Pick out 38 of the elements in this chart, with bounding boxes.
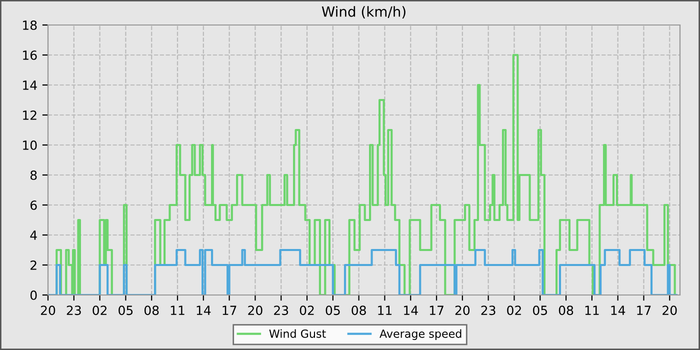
x-tick-label: 17 <box>222 306 236 315</box>
x-tick-label: 11 <box>378 306 392 315</box>
legend-label: Average speed <box>380 329 462 340</box>
y-tick-label: 12 <box>23 110 36 120</box>
x-tick-label: 05 <box>118 306 133 316</box>
x-tick-label: 05 <box>326 306 340 316</box>
x-tick-label: 14 <box>196 306 211 315</box>
x-tick-label: 11 <box>170 306 184 315</box>
x-tick-label: 08 <box>144 306 159 316</box>
x-tick-label: 11 <box>585 306 599 315</box>
x-tick-label: 14 <box>611 306 626 315</box>
y-tick-label: 4 <box>30 230 37 240</box>
y-tick-label: 16 <box>23 50 37 60</box>
x-tick-label: 17 <box>430 306 444 315</box>
y-tick-label: 6 <box>30 200 37 210</box>
x-tick-label: 20 <box>662 306 677 316</box>
x-tick-label: 20 <box>40 306 56 316</box>
y-tick-label: 2 <box>30 260 36 270</box>
chart-title: Wind (km/h) <box>322 6 406 18</box>
x-tick-label: 20 <box>455 306 470 316</box>
x-tick-label: 14 <box>404 306 418 315</box>
legend-label: Wind Gust <box>269 329 326 338</box>
x-tick-label: 02 <box>300 306 314 316</box>
x-tick-label: 08 <box>558 306 574 316</box>
x-tick-label: 08 <box>352 306 366 316</box>
x-tick-label: 02 <box>507 306 521 316</box>
y-tick-label: 0 <box>30 290 37 300</box>
x-tick-label: 23 <box>66 306 81 316</box>
x-tick-label: 02 <box>92 306 107 316</box>
y-tick-label: 14 <box>23 80 37 90</box>
x-tick-label: 23 <box>481 306 496 316</box>
y-tick-label: 18 <box>23 20 37 30</box>
y-tick-label: 10 <box>23 140 37 150</box>
x-tick-label: 05 <box>533 306 547 316</box>
x-tick-label: 17 <box>637 306 651 315</box>
x-tick-label: 20 <box>248 306 262 316</box>
x-tick-label: 23 <box>274 306 288 316</box>
y-tick-label: 8 <box>30 170 37 180</box>
